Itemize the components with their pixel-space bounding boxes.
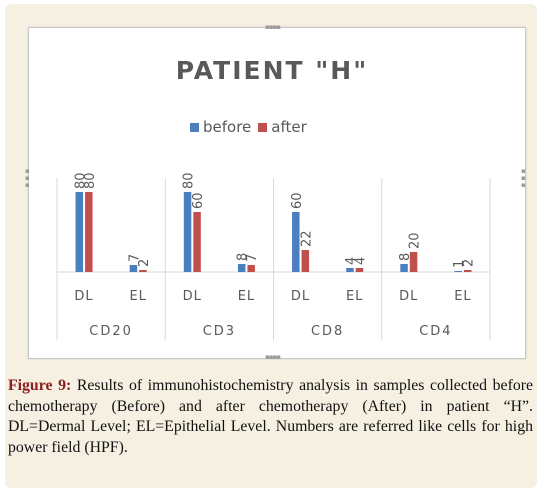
data-label-after: 2 (462, 259, 477, 267)
data-label-after: 80 (83, 172, 98, 189)
data-label-after: 60 (191, 192, 206, 209)
data-label-before: 1 (452, 260, 467, 268)
x-tick-label: EL (346, 289, 363, 304)
bar-after-cd20-el (139, 270, 147, 272)
bar-after-cd8-dl (301, 250, 310, 272)
bar-after-cd3-el (247, 265, 255, 272)
x-tick-label: DL (399, 289, 418, 304)
data-label-before: 8 (236, 253, 251, 261)
group-label-cd3: CD3 (203, 324, 236, 339)
legend-swatch-before (190, 122, 199, 132)
x-tick-label: EL (129, 289, 146, 304)
resize-handle-right: ▪ ▪ ▪ (521, 167, 526, 189)
data-label-before: 60 (290, 192, 305, 209)
data-label-after: 2 (137, 259, 152, 267)
bar-chart: 8080DL72EL8060DL87EL6022DL44EL820DL12ELC… (56, 172, 491, 340)
x-tick-label: DL (291, 289, 310, 304)
bar-after-cd4-dl (409, 252, 418, 272)
data-label-before: 4 (344, 257, 359, 265)
data-label-before: 80 (182, 172, 197, 189)
bar-after-cd3-dl (193, 212, 201, 272)
chart-title: PATIENT "H" (175, 56, 369, 85)
figure-frame: 80 80 DL 7 2 EL 80 60 DL 8 7 EL 60 22 DL 4 4 EL 8 20 DL 1 2 EL C… (5, 4, 537, 488)
figure-caption: Figure 9: Results of immunohistochemistr… (8, 376, 533, 458)
resize-handle-top: ▪▪▪▪ (265, 23, 281, 31)
group-label-cd8: CD8 (311, 324, 344, 339)
bar-after-cd8-el (355, 268, 364, 272)
data-label-after: 22 (299, 230, 314, 247)
data-label-after: 7 (245, 254, 260, 262)
chart-area: 80 80 DL 7 2 EL 80 60 DL 8 7 EL 60 22 DL 4 4 EL 8 20 DL 1 2 EL C… (25, 23, 526, 361)
group-label-cd4: CD4 (419, 324, 452, 339)
bar-after-cd4-el (463, 270, 472, 272)
figure-label: Figure 9: (8, 377, 72, 394)
bar-before-cd20-el (129, 265, 138, 272)
legend-label-after: after (271, 118, 307, 136)
bar-before-cd3-el (237, 264, 246, 272)
legend-swatch-after (258, 122, 268, 132)
bar-before-cd3-dl (183, 192, 192, 272)
group-label-cd20: CD20 (89, 324, 133, 339)
legend: before after (190, 118, 314, 136)
bar-before-cd8-el (346, 268, 354, 272)
x-tick-label: DL (74, 289, 93, 304)
data-label-before: 80 (73, 172, 88, 189)
legend-label-before: before (203, 118, 252, 136)
resize-handle-left: ▪ ▪ ▪ (25, 167, 30, 189)
data-label-before: 8 (398, 253, 413, 261)
bar-before-cd20-dl (75, 192, 84, 272)
resize-handle-bottom: ▪▪▪▪ (265, 353, 281, 361)
bar-after-cd20-dl (85, 192, 93, 272)
x-tick-label: EL (238, 289, 255, 304)
bar-before-cd8-dl (292, 212, 300, 272)
caption-text: Results of immunohistochemistry analysis… (8, 377, 533, 456)
x-tick-label: DL (183, 289, 202, 304)
data-label-after: 4 (353, 257, 368, 265)
legend-item-before: before (190, 118, 251, 136)
bar-before-cd4-dl (400, 264, 408, 272)
bar-before-cd4-el (454, 271, 462, 272)
data-label-before: 7 (127, 254, 142, 262)
x-tick-label: EL (454, 289, 471, 304)
data-label-after: 20 (408, 232, 423, 249)
legend-item-after: after (258, 118, 307, 136)
